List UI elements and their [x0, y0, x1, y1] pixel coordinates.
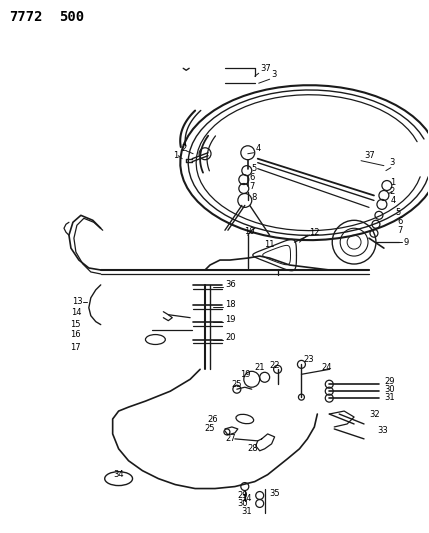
Text: 20: 20	[225, 333, 236, 342]
Text: 31: 31	[384, 393, 395, 402]
Text: 5: 5	[396, 208, 401, 217]
Text: 31: 31	[241, 507, 252, 516]
Text: 4: 4	[390, 196, 396, 205]
Text: 5: 5	[252, 164, 257, 173]
Text: 37: 37	[364, 151, 375, 160]
Text: 19: 19	[225, 315, 236, 324]
Circle shape	[248, 375, 256, 383]
Text: 11: 11	[264, 240, 274, 249]
Text: 7772: 7772	[9, 10, 43, 23]
Text: 28: 28	[248, 445, 258, 453]
Text: 3: 3	[272, 70, 277, 79]
Text: 500: 500	[59, 10, 84, 23]
Text: 19: 19	[240, 370, 251, 379]
Text: 33: 33	[377, 426, 388, 435]
Text: 7: 7	[250, 182, 255, 191]
Text: 37: 37	[261, 64, 272, 73]
Text: 23: 23	[303, 355, 314, 364]
Text: 16: 16	[70, 330, 81, 339]
Text: 6: 6	[250, 173, 255, 182]
Text: 10: 10	[245, 227, 255, 236]
Text: 2: 2	[181, 144, 187, 154]
Text: 1: 1	[173, 151, 178, 160]
Text: 2: 2	[390, 187, 395, 196]
Text: 14: 14	[242, 494, 252, 503]
Text: 6: 6	[397, 217, 403, 226]
Text: 17: 17	[70, 343, 81, 352]
Text: 13: 13	[72, 297, 83, 306]
Text: 14: 14	[71, 308, 82, 317]
Text: 30: 30	[384, 385, 395, 394]
Text: 25: 25	[232, 379, 242, 389]
Text: 9: 9	[404, 238, 409, 247]
Text: 29: 29	[384, 377, 394, 386]
Text: 12: 12	[309, 228, 320, 237]
Text: 1: 1	[390, 178, 396, 187]
Text: 36: 36	[225, 280, 236, 289]
Text: 8: 8	[252, 193, 257, 202]
Text: 7: 7	[397, 226, 403, 235]
Text: 15: 15	[70, 320, 81, 329]
Text: 26: 26	[207, 415, 218, 424]
Text: 27: 27	[225, 434, 236, 443]
Text: 29: 29	[237, 491, 248, 500]
Text: 18: 18	[225, 300, 236, 309]
Text: 4: 4	[256, 144, 261, 154]
Text: 24: 24	[321, 363, 332, 372]
Text: 25: 25	[205, 424, 215, 433]
Text: 22: 22	[270, 361, 280, 370]
Text: 35: 35	[270, 489, 280, 498]
Text: 32: 32	[369, 409, 380, 418]
Text: 3: 3	[389, 158, 394, 167]
Text: 21: 21	[255, 363, 265, 372]
Text: 30: 30	[237, 499, 248, 508]
Text: 34: 34	[113, 470, 124, 479]
